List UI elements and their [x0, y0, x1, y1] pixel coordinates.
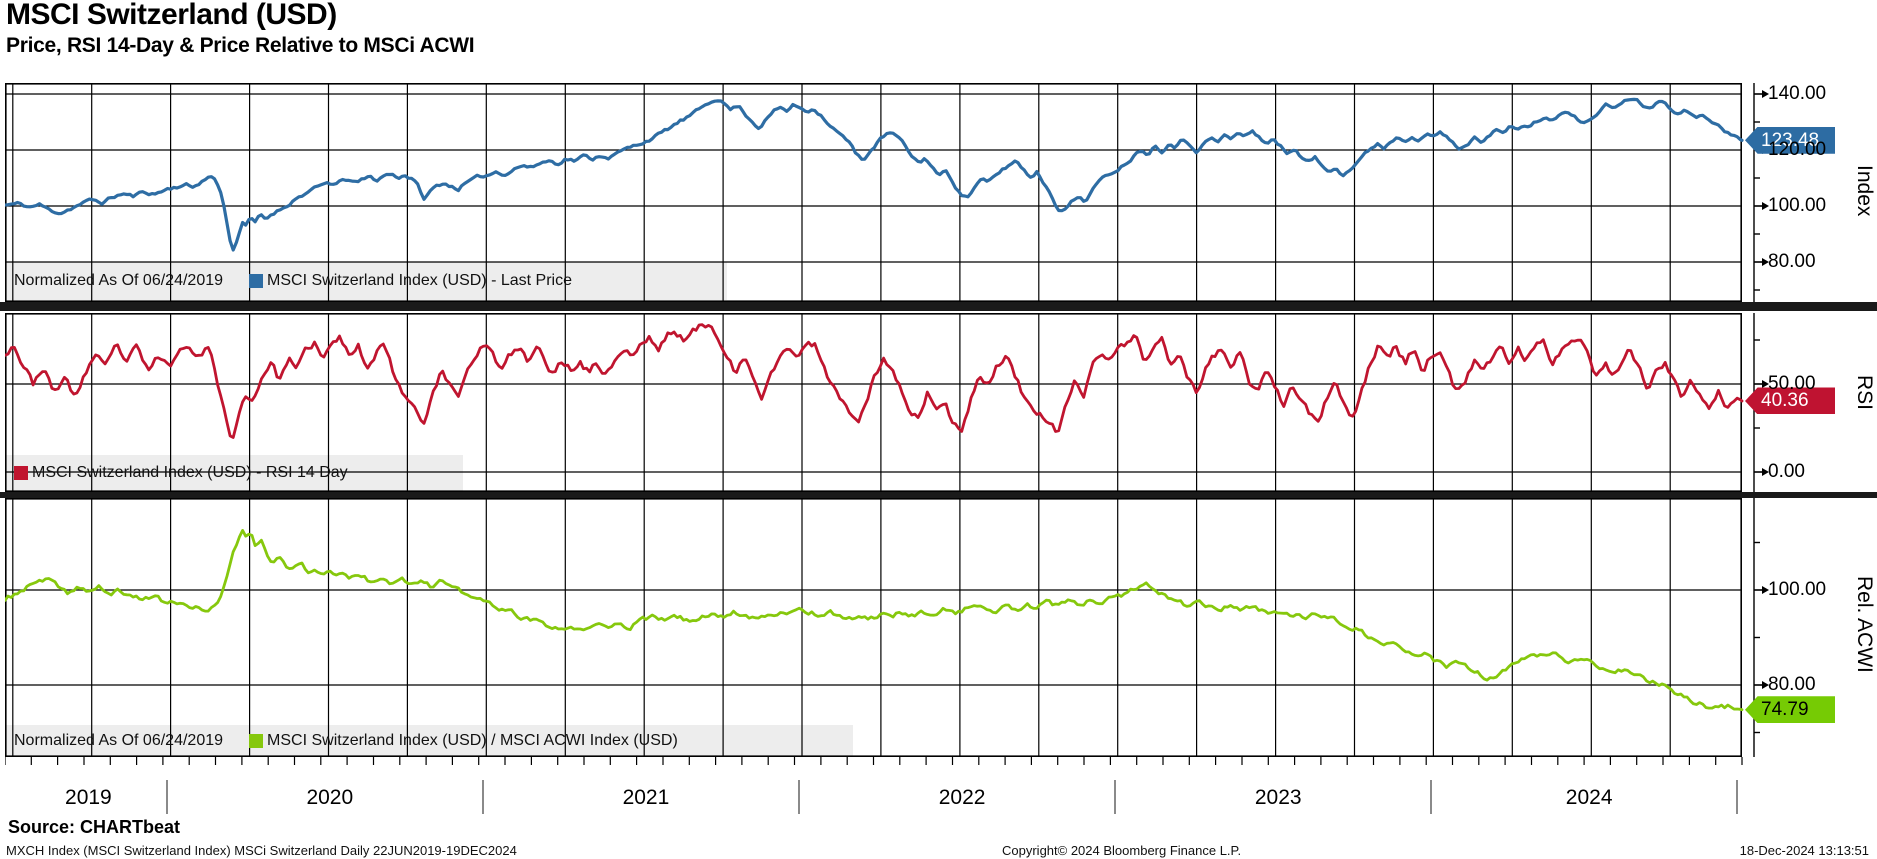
- panel-separator: [0, 492, 1877, 498]
- rsi-plot-area[interactable]: [5, 313, 1872, 492]
- x-axis-year-label: 2020: [306, 786, 354, 809]
- price-ytick-label: 120.00: [1768, 139, 1827, 160]
- rsi-series-swatch-icon: [14, 466, 28, 480]
- x-axis-year-label: 2024: [1565, 786, 1613, 809]
- relative-acwi-legend: Normalized As Of 06/24/2019 MSCI Switzer…: [5, 725, 853, 756]
- x-axis-year-tick: [166, 780, 169, 814]
- footer-copyright: Copyright© 2024 Bloomberg Finance L.P.: [1002, 843, 1242, 858]
- x-axis-year-label: 2023: [1254, 786, 1302, 809]
- price-legend: Normalized As Of 06/24/2019 MSCI Switzer…: [5, 262, 727, 300]
- relative_acwi-ytick-label: 80.00: [1768, 674, 1816, 695]
- relative_acwi-ytick-label: 100.00: [1768, 579, 1827, 600]
- relative-acwi-axis-title: Rel. ACWI: [1853, 575, 1876, 673]
- x-axis-year-tick: [1429, 780, 1432, 814]
- x-axis-year-label: 2019: [65, 786, 112, 809]
- rsi-ytick-label: 50.00: [1768, 373, 1816, 394]
- x-axis-year-label: 2022: [938, 786, 986, 809]
- rsi-legend: MSCI Switzerland Index (USD) - RSI 14 Da…: [5, 455, 463, 491]
- price-ytick-label: 100.00: [1768, 195, 1827, 216]
- relative-acwi-series-swatch-icon: [249, 733, 264, 748]
- price-series-label: MSCI Switzerland Index (USD) - Last Pric…: [267, 272, 572, 289]
- relative-acwi-plot-area[interactable]: [5, 498, 1872, 766]
- rsi-series-label: MSCI Switzerland Index (USD) - RSI 14 Da…: [32, 464, 348, 481]
- footer-ticker-info: MXCH Index (MSCI Switzerland Index) MSCi…: [6, 843, 517, 858]
- rsi-last-value-badge: 40.36: [1745, 387, 1835, 415]
- x-axis-year-label: 2021: [622, 786, 670, 809]
- price-series-swatch-icon: [249, 274, 264, 288]
- rsi-axis-title: RSI: [1853, 374, 1876, 410]
- footer-timestamp: 18-Dec-2024 13:13:51: [1739, 843, 1869, 858]
- page-title: MSCI Switzerland (USD): [6, 0, 337, 31]
- relative-acwi-last-value-badge: 74.79: [1745, 696, 1835, 724]
- x-axis-year-tick: [798, 780, 801, 814]
- normalized-as-of-label: Normalized As Of 06/24/2019: [14, 272, 224, 289]
- page-subtitle: Price, RSI 14-Day & Price Relative to MS…: [6, 34, 475, 57]
- price-last-value-badge: 123.48: [1745, 126, 1835, 154]
- price-axis-title: Index: [1853, 164, 1876, 216]
- x-axis-year-tick: [1736, 780, 1738, 814]
- x-axis-year-tick: [482, 780, 485, 814]
- relative-acwi-series-label: MSCI Switzerland Index (USD) / MSCI ACWI…: [267, 731, 678, 749]
- price-ytick-label: 80.00: [1768, 251, 1816, 272]
- source-label: Source: CHARTbeat: [8, 817, 181, 837]
- panel-separator: [0, 302, 1877, 311]
- price-ytick-label: 140.00: [1768, 83, 1827, 104]
- rsi-ytick-label: 0.00: [1768, 461, 1805, 482]
- price-plot-area[interactable]: [5, 83, 1872, 302]
- normalized-as-of-label: Normalized As Of 06/24/2019: [14, 731, 224, 749]
- x-axis-year-tick: [1113, 780, 1116, 814]
